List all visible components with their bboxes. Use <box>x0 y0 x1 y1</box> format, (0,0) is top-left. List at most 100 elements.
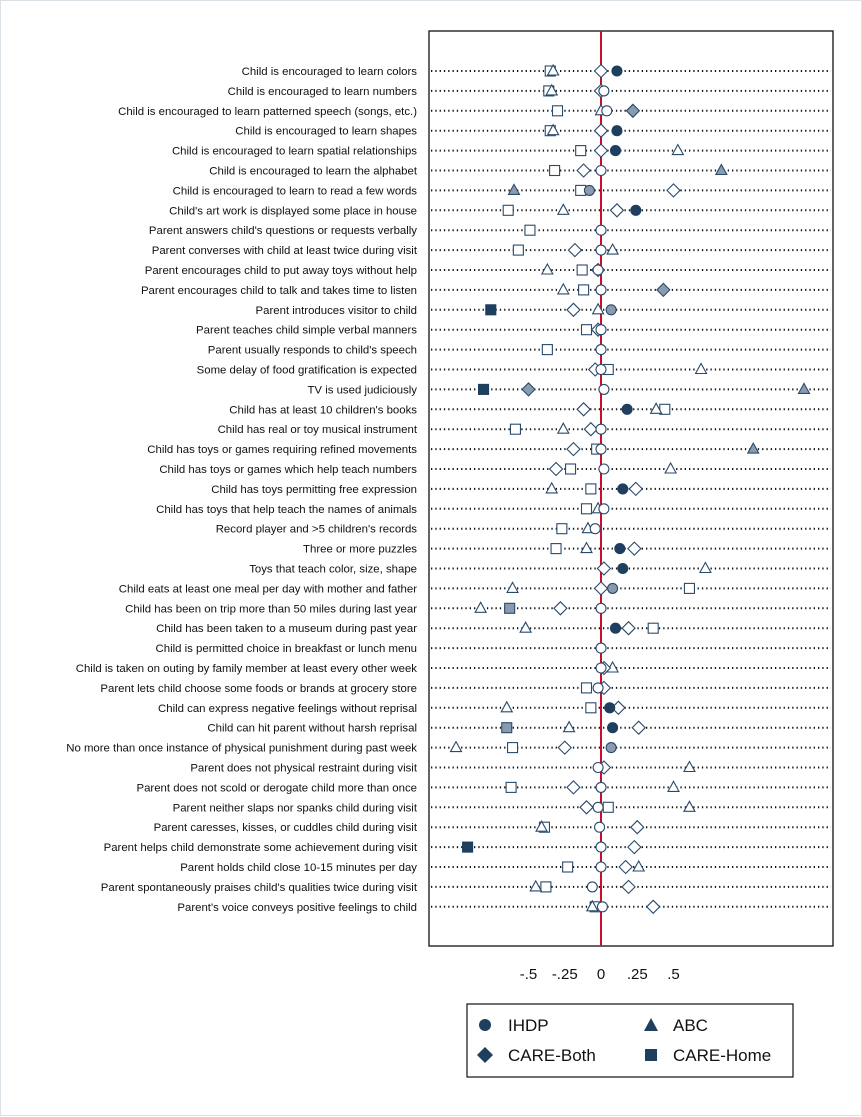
abc-marker <box>556 203 570 215</box>
row-label: Record player and >5 children's records <box>216 524 418 536</box>
ihdp-marker <box>592 682 604 694</box>
row-label: Child is encouraged to learn shapes <box>235 126 417 138</box>
ihdp-marker <box>595 602 607 614</box>
legend-entry-care-both: CARE-Both <box>477 1046 596 1065</box>
row-label: Parent answers child's questions or requ… <box>149 225 417 237</box>
ihdp-marker <box>595 781 607 793</box>
abc-marker <box>519 621 533 633</box>
ihdp-marker <box>614 543 626 555</box>
ihdp-marker <box>583 184 595 196</box>
care-both-marker <box>593 581 609 596</box>
care-home-marker <box>462 841 474 853</box>
ihdp-marker <box>592 761 604 774</box>
care-home-marker <box>556 523 568 535</box>
abc-marker <box>474 601 488 613</box>
abc-marker <box>649 402 663 414</box>
care-home-marker <box>580 324 593 336</box>
abc-marker <box>529 879 543 892</box>
ihdp-marker <box>617 562 629 575</box>
care-home-marker <box>509 423 522 435</box>
abc-marker <box>545 481 559 494</box>
ihdp-marker <box>596 901 609 913</box>
care-both-marker <box>593 123 609 138</box>
care-both-marker <box>576 402 591 417</box>
care-home-marker <box>585 702 597 714</box>
abc-marker <box>500 700 514 713</box>
care-home-marker <box>580 503 593 515</box>
abc-marker <box>540 262 554 275</box>
row-label: Child's art work is displayed some place… <box>169 205 417 217</box>
row-label: Child has been on trip more than 50 mile… <box>125 603 417 615</box>
abc-marker <box>556 422 570 434</box>
care-home-marker <box>575 145 587 157</box>
row-label: Parent encourages child to talk and take… <box>141 285 417 297</box>
row-label: Child is taken on outing by family membe… <box>76 663 418 675</box>
care-home-marker <box>505 781 517 793</box>
ihdp-marker <box>592 264 604 276</box>
care-home-marker <box>549 164 561 177</box>
care-both-marker <box>666 183 681 198</box>
legend-entry-ihdp: IHDP <box>479 1016 549 1035</box>
ihdp-marker <box>595 324 607 336</box>
care-both-marker <box>566 780 581 795</box>
row-label: Child has toys permitting free expressio… <box>211 484 417 496</box>
row-label: Child is encouraged to learn numbers <box>228 86 418 98</box>
row-label: Child has toys or games which help teach… <box>159 464 417 476</box>
ihdp-marker <box>589 523 601 535</box>
care-both-marker <box>627 839 642 855</box>
ihdp-marker <box>605 304 617 316</box>
abc-marker <box>580 541 593 554</box>
ihdp-marker <box>621 403 633 415</box>
ihdp-marker <box>595 642 607 654</box>
legend-entry-care-home: CARE-Home <box>645 1046 771 1065</box>
row-label: No more than once instance of physical p… <box>66 743 417 755</box>
row-label: Child has toys that help teach the names… <box>156 504 417 516</box>
care-home-marker <box>562 861 574 873</box>
row-label: Child has real or toy musical instrument <box>218 424 418 436</box>
row-label: Parent lets child choose some foods or b… <box>100 683 417 695</box>
care-home-marker <box>524 224 536 236</box>
care-home-marker <box>647 622 659 634</box>
ihdp-marker <box>595 363 607 376</box>
care-home-marker <box>512 244 524 256</box>
row-label: Child is encouraged to learn the alphabe… <box>209 166 418 178</box>
row-label: Parent's voice conveys positive feelings… <box>177 902 417 914</box>
care-both-marker <box>618 859 633 875</box>
row-label: Child can express negative feelings with… <box>158 703 417 715</box>
care-both-marker <box>579 800 594 815</box>
legend-label-ihdp: IHDP <box>508 1016 549 1035</box>
care-home-marker <box>550 543 562 555</box>
ihdp-marker <box>611 125 623 137</box>
row-label: Parent caresses, kisses, or cuddles chil… <box>154 822 418 834</box>
ihdp-marker <box>595 861 607 873</box>
abc-marker <box>632 859 646 872</box>
abc-marker <box>585 899 599 912</box>
care-both-marker <box>645 899 661 915</box>
abc-marker <box>698 561 712 574</box>
ihdp-marker <box>609 622 622 634</box>
row-label: Three or more puzzles <box>303 544 417 556</box>
ihdp-marker <box>598 85 610 97</box>
abc-marker <box>746 441 760 454</box>
care-both-marker <box>631 720 646 735</box>
legend-label-care-both: CARE-Both <box>508 1046 596 1065</box>
x-tick-label: .5 <box>667 966 680 983</box>
legend-label-abc: ABC <box>673 1016 708 1035</box>
ihdp-marker <box>611 65 623 77</box>
care-both-marker <box>557 740 573 755</box>
ihdp-marker <box>605 742 617 754</box>
care-home-marker <box>541 344 553 356</box>
abc-marker <box>606 242 620 255</box>
legend-label-care-home: CARE-Home <box>673 1046 771 1065</box>
ihdp-marker <box>593 821 606 833</box>
row-layer: Child is encouraged to learn colors Child… <box>66 66 831 914</box>
care-home-marker <box>506 742 519 754</box>
x-tick-label: 0 <box>597 966 605 983</box>
abc-marker <box>546 123 560 136</box>
abc-marker <box>694 362 708 375</box>
ihdp-marker <box>630 204 642 216</box>
abc-marker <box>507 183 521 195</box>
abc-marker <box>683 800 696 812</box>
abc-marker <box>667 780 680 792</box>
legend-triangle-icon <box>644 1018 658 1031</box>
